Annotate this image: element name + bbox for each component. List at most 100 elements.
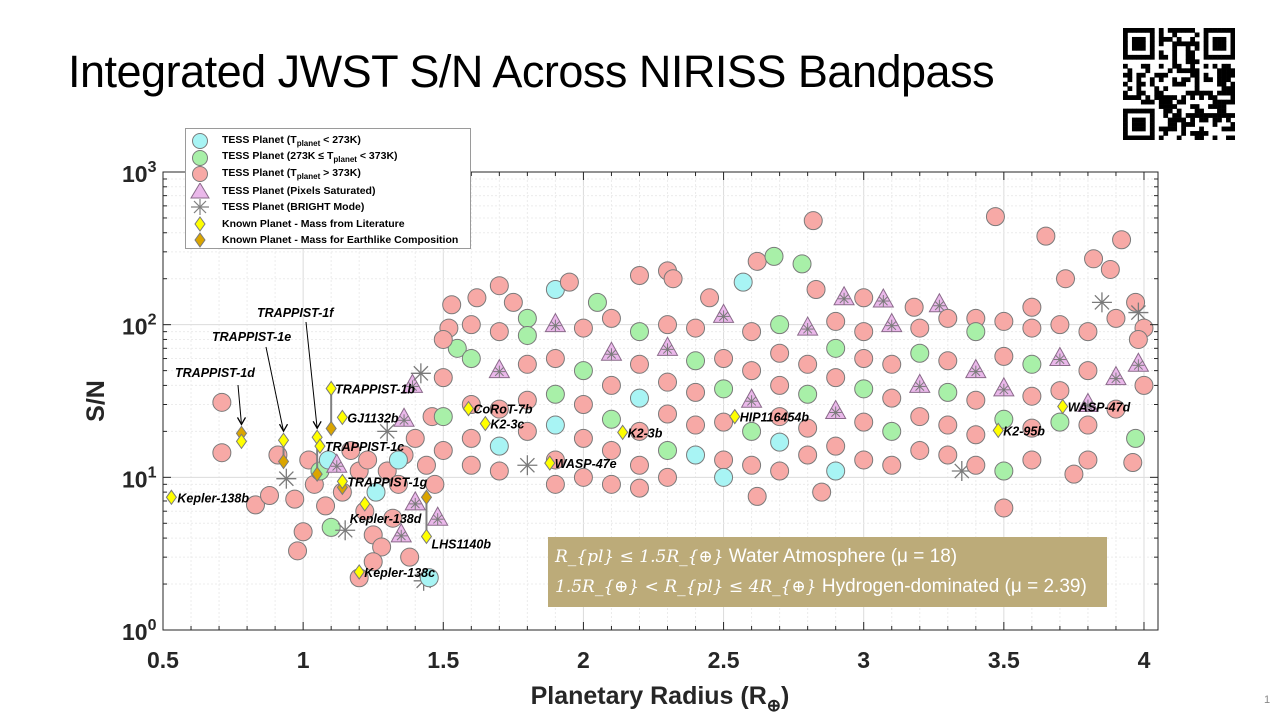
planet-label: K2-3b: [628, 426, 663, 440]
literature-mass-marker: [544, 455, 556, 471]
hot-planet-point: [1084, 249, 1104, 269]
temperate-planet-point: [517, 325, 537, 345]
known-planet: WASP-47d: [1057, 398, 1131, 415]
asterisk-stroke: [410, 499, 420, 509]
known-planet: CoRoT-7b: [462, 400, 533, 417]
earthlike-mass-marker: [325, 420, 337, 437]
literature-mass-marker: [165, 489, 178, 506]
hot-planet-point: [966, 390, 986, 410]
known-planet: Kepler-138d: [350, 496, 422, 526]
temperate-planet-point: [882, 421, 902, 441]
cool-planet-point: [770, 432, 790, 452]
temperate-planet-point: [658, 440, 678, 460]
saturated-point: [404, 490, 427, 511]
temperate-planet-point: [1126, 428, 1146, 448]
axes: 0.5 1 1.5 2 2.5 3 3.5 4 100 101 102 103: [122, 159, 1158, 673]
known-planet: TRAPPIST-1d: [175, 366, 255, 450]
hot-planet-point: [742, 455, 762, 475]
saturated-point: [880, 312, 903, 333]
triangle-icon: [186, 182, 214, 199]
legend-item: TESS Planet (Tplanet < 273K): [186, 133, 361, 149]
diamond-icon: [186, 215, 214, 232]
known-planet: GJ1132b: [336, 409, 399, 426]
asterisk-stroke: [803, 324, 813, 334]
literature-mass-marker: [479, 415, 491, 432]
cool-planet-point: [489, 436, 509, 456]
tess-points: [212, 207, 1154, 591]
hot-planet-point: [288, 541, 308, 561]
planet-label: Kepler-138c: [364, 566, 435, 580]
hot-planet-point: [1106, 399, 1126, 419]
legend-label: Known Planet - Mass for Earthlike Compos…: [222, 234, 459, 246]
y-tick-label: 103: [122, 159, 157, 187]
saturated-point: [488, 358, 511, 379]
asterisk-stroke: [934, 301, 944, 311]
known-planet: K2-3c: [479, 415, 524, 432]
asterisk-stroke: [718, 311, 729, 321]
temperate-planet-point: [461, 349, 481, 369]
hot-planet-point: [1128, 329, 1148, 349]
literature-mass-marker: [729, 408, 741, 425]
x-axis-title-sub: ⊕: [767, 696, 781, 715]
hot-planet-point: [938, 445, 958, 465]
known-planet: HIP116454b: [729, 408, 809, 425]
asterisk-stroke: [878, 296, 888, 306]
saturated-point: [401, 373, 424, 393]
temperate-planet-point: [587, 292, 607, 312]
page-number: 1: [1264, 694, 1271, 706]
hot-planet-point: [1022, 386, 1042, 406]
hot-planet-point: [938, 351, 958, 371]
hot-planet-point: [910, 440, 930, 460]
annotation-line-1: R_{pl} ≤ 1.5R_{⊕} Water Atmosphere (μ = …: [555, 542, 1107, 572]
literature-mass-marker: [992, 422, 1004, 439]
saturated-point: [390, 522, 413, 543]
x-tick-label: 0.5: [147, 647, 179, 673]
hot-planet-point: [966, 425, 986, 445]
hot-planet-point: [798, 418, 818, 438]
asterisk-stroke: [337, 522, 353, 538]
bright-mode-point: [377, 421, 398, 442]
planet-label: WASP-47d: [1068, 401, 1131, 415]
hot-planet-point: [742, 322, 762, 342]
hot-planet-point: [1050, 381, 1070, 401]
saturated-point: [1049, 346, 1071, 367]
hot-planet-point: [1100, 259, 1120, 279]
hot-planet-point: [405, 428, 425, 448]
chart-legend: TESS Planet (Tplanet < 273K) TESS Planet …: [185, 128, 471, 249]
hot-planet-point: [545, 474, 565, 494]
hot-planet-point: [803, 211, 823, 231]
hot-planet-point: [966, 455, 986, 475]
literature-mass-marker: [336, 409, 348, 426]
hot-planet-point: [806, 279, 826, 299]
hot-planet-point: [770, 461, 790, 481]
legend-label: TESS Planet (Tplanet < 273K): [222, 133, 361, 149]
hot-planet-point: [433, 329, 453, 349]
hot-planet-point: [812, 482, 832, 502]
hot-planet-point: [770, 407, 790, 427]
temperate-planet-point: [1050, 412, 1070, 432]
hot-planet-point: [658, 404, 678, 424]
legend-label: Known Planet - Mass from Literature: [222, 217, 405, 230]
x-tick-label: 3: [857, 647, 870, 673]
hot-planet-point: [383, 508, 403, 528]
hot-planet-point: [260, 486, 280, 506]
hot-planet-point: [1112, 230, 1132, 250]
cool-planet-point: [826, 461, 846, 481]
hot-planet-point: [747, 251, 767, 271]
label-arrow: [265, 346, 285, 432]
cool-planet-point: [686, 445, 706, 465]
planet-label: K2-95b: [1003, 424, 1045, 438]
hot-planet-point: [629, 455, 649, 475]
asterisk-stroke: [831, 407, 841, 418]
asterisk-stroke: [396, 531, 406, 541]
cool-planet-point: [629, 388, 649, 408]
legend-label: TESS Planet (273K ≤ Tplanet < 373K): [222, 150, 398, 165]
hot-planet-point: [854, 412, 874, 432]
hot-planet-point: [985, 207, 1005, 227]
cool-planet-point: [714, 467, 734, 487]
hot-planet-point: [686, 415, 706, 435]
hot-planet-point: [1050, 315, 1070, 335]
saturated-point: [1105, 365, 1127, 386]
temperate-planet-point: [545, 384, 565, 404]
hot-planet-point: [517, 421, 537, 441]
